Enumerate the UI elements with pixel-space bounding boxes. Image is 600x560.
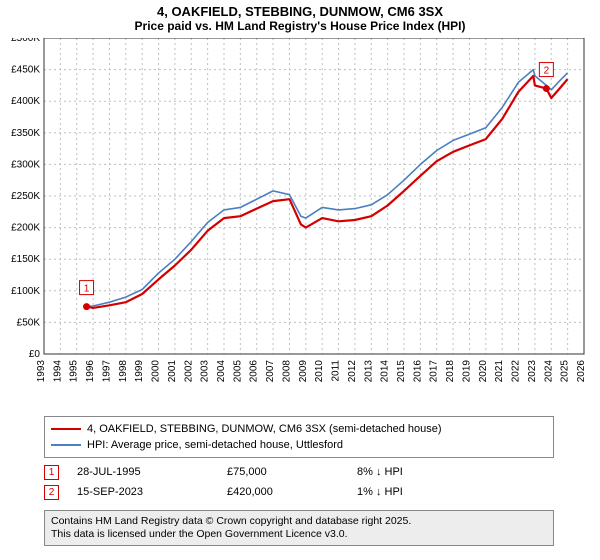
legend-row-0: 4, OAKFIELD, STEBBING, DUNMOW, CM6 3SX (… (51, 421, 547, 437)
marker-row-date-2: 15-SEP-2023 (77, 486, 227, 498)
marker-dot-1 (83, 303, 90, 310)
svg-text:2018: 2018 (445, 360, 456, 383)
footer-line-1: Contains HM Land Registry data © Crown c… (51, 515, 547, 528)
marker-row-delta-1: 8% ↓ HPI (357, 466, 403, 478)
marker-row-date-1: 28-JUL-1995 (77, 466, 227, 478)
svg-text:2015: 2015 (396, 360, 407, 383)
legend-swatch-0 (51, 428, 81, 430)
svg-text:£200K: £200K (11, 223, 40, 234)
svg-text:2003: 2003 (200, 360, 211, 383)
marker-row-price-2: £420,000 (227, 486, 357, 498)
svg-text:2008: 2008 (281, 360, 292, 383)
svg-text:£50K: £50K (17, 317, 41, 328)
svg-text:2017: 2017 (429, 360, 440, 383)
svg-text:2025: 2025 (560, 360, 571, 383)
marker-dot-2 (543, 85, 550, 92)
marker-num-2: 2 (544, 66, 550, 77)
marker-row-2: 2 15-SEP-2023£420,0001% ↓ HPI (44, 482, 554, 502)
svg-text:£150K: £150K (11, 254, 40, 265)
svg-text:£100K: £100K (11, 286, 40, 297)
svg-text:2006: 2006 (249, 360, 260, 383)
marker-table: 1 28-JUL-1995£75,0008% ↓ HPI 2 15-SEP-2023£… (44, 462, 554, 502)
svg-text:2004: 2004 (216, 360, 227, 383)
svg-text:2019: 2019 (461, 360, 472, 383)
svg-text:£500K: £500K (11, 38, 40, 44)
title-line-2: Price paid vs. HM Land Registry's House … (0, 19, 600, 33)
svg-text:1994: 1994 (52, 360, 63, 383)
svg-text:2000: 2000 (151, 360, 162, 383)
svg-text:2014: 2014 (380, 360, 391, 383)
svg-text:2002: 2002 (183, 360, 194, 383)
svg-text:£250K: £250K (11, 191, 40, 202)
marker-row-price-1: £75,000 (227, 466, 357, 478)
marker-row-badge-2: 2 (44, 485, 59, 500)
legend-label-1: HPI: Average price, semi-detached house,… (87, 439, 343, 451)
chart-svg: £0 £50K £100K £150K £200K £250K £300K £350K £400… (0, 38, 600, 408)
svg-text:2026: 2026 (576, 360, 587, 383)
footer-attribution: Contains HM Land Registry data © Crown c… (44, 510, 554, 546)
svg-text:1993: 1993 (36, 360, 47, 383)
legend: 4, OAKFIELD, STEBBING, DUNMOW, CM6 3SX (… (44, 416, 554, 458)
footer-line-2: This data is licensed under the Open Gov… (51, 528, 547, 541)
svg-text:2022: 2022 (511, 360, 522, 383)
svg-text:£450K: £450K (11, 65, 40, 76)
marker-row-1: 1 28-JUL-1995£75,0008% ↓ HPI (44, 462, 554, 482)
svg-text:2013: 2013 (363, 360, 374, 383)
svg-text:1997: 1997 (101, 360, 112, 383)
svg-text:2024: 2024 (543, 360, 554, 383)
legend-label-0: 4, OAKFIELD, STEBBING, DUNMOW, CM6 3SX (… (87, 423, 442, 435)
svg-text:2021: 2021 (494, 360, 505, 383)
svg-text:1996: 1996 (85, 360, 96, 383)
svg-text:£300K: £300K (11, 159, 40, 170)
svg-text:1998: 1998 (118, 360, 129, 383)
chart-container: 4, OAKFIELD, STEBBING, DUNMOW, CM6 3SX P… (0, 0, 600, 560)
svg-text:2016: 2016 (412, 360, 423, 383)
svg-text:2009: 2009 (298, 360, 309, 383)
svg-text:2023: 2023 (527, 360, 538, 383)
legend-swatch-1 (51, 444, 81, 446)
title-block: 4, OAKFIELD, STEBBING, DUNMOW, CM6 3SX P… (0, 0, 600, 33)
svg-text:2020: 2020 (478, 360, 489, 383)
svg-text:1999: 1999 (134, 360, 145, 383)
svg-text:2012: 2012 (347, 360, 358, 383)
svg-text:2010: 2010 (314, 360, 325, 383)
marker-num-1: 1 (84, 284, 90, 295)
svg-text:£350K: £350K (11, 128, 40, 139)
chart-area: £0 £50K £100K £150K £200K £250K £300K £350K £400… (0, 38, 600, 408)
svg-text:2005: 2005 (232, 360, 243, 383)
marker-row-badge-1: 1 (44, 465, 59, 480)
svg-text:£0: £0 (29, 349, 41, 360)
svg-text:£400K: £400K (11, 96, 40, 107)
svg-text:2011: 2011 (331, 360, 342, 382)
svg-text:2007: 2007 (265, 360, 276, 383)
legend-row-1: HPI: Average price, semi-detached house,… (51, 437, 547, 453)
svg-text:1995: 1995 (69, 360, 80, 383)
svg-text:2001: 2001 (167, 360, 178, 383)
marker-row-delta-2: 1% ↓ HPI (357, 486, 403, 498)
title-line-1: 4, OAKFIELD, STEBBING, DUNMOW, CM6 3SX (0, 4, 600, 19)
